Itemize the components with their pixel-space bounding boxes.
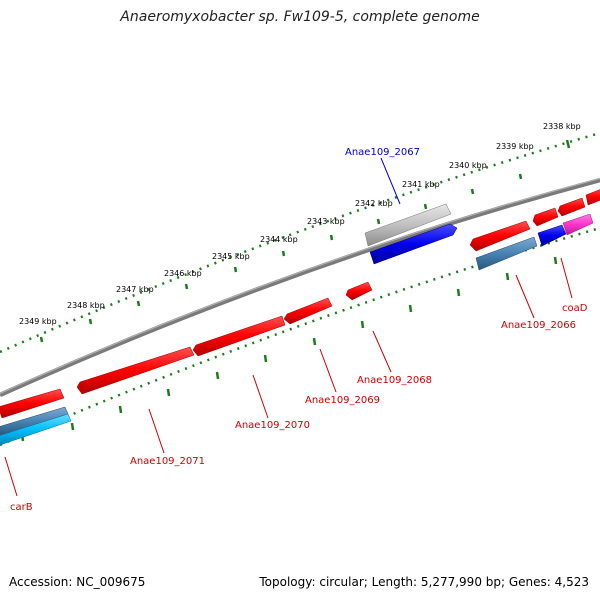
scale-label-2348: 2348 kbp (67, 301, 105, 310)
label-coaD: coaD (562, 303, 588, 314)
gene-carB-outer (0, 388, 65, 419)
genome-backbone (0, 177, 600, 398)
label-anae109-2069: Anae109_2069 (305, 395, 380, 406)
gene-outer-small-1 (532, 207, 559, 227)
label-anae109-2070: Anae109_2070 (235, 420, 310, 431)
label-anae109-2067: Anae109_2067 (345, 147, 420, 158)
scale-label-2344: 2344 kbp (260, 235, 298, 244)
label-carB: carB (10, 502, 33, 513)
accession-text: Accession: NC_009675 (9, 575, 146, 589)
gene-outer-small-3 (585, 189, 600, 206)
gene-labels: Anae109_2067 Anae109_2066 coaD Anae109_2… (10, 147, 588, 513)
scale-label-2338: 2338 kbp (543, 122, 581, 131)
leader-anae109-2071 (148, 408, 165, 454)
lower-tick-ring (0, 226, 600, 447)
scale-label-2341: 2341 kbp (402, 180, 440, 189)
leader-anae109-2068 (372, 330, 392, 373)
gene-anae109-2071 (76, 346, 195, 395)
leader-coaD (560, 257, 573, 299)
map-title: Anaeromyxobacter sp. Fw109-5, complete g… (120, 9, 480, 25)
scale-label-2345: 2345 kbp (212, 252, 250, 261)
leader-anae109-2067 (380, 157, 401, 205)
inner-genes (0, 213, 594, 446)
scale-label-2346: 2346 kbp (164, 269, 202, 278)
gene-inner-blue-small (537, 224, 567, 247)
scale-label-2342: 2342 kbp (355, 199, 393, 208)
gene-anae109-2066-outer (469, 220, 531, 252)
gene-anae109-2069 (283, 297, 333, 325)
gene-anae109-2067 (369, 223, 458, 265)
gene-anae109-2068 (345, 281, 373, 301)
leader-anae109-2066 (515, 274, 535, 319)
gene-outer-small-2 (557, 197, 586, 217)
gene-coaD (562, 213, 594, 236)
gene-anae109-2067-gray (364, 203, 452, 247)
scale-label-2343: 2343 kbp (307, 217, 345, 226)
label-anae109-2071: Anae109_2071 (130, 456, 205, 467)
outer-genes (0, 189, 600, 419)
leader-anae109-2070 (252, 374, 269, 419)
genome-backbone-highlight (0, 178, 600, 394)
upper-major-ticks (39, 139, 571, 343)
scale-label-2339: 2339 kbp (496, 142, 534, 151)
label-leaders (4, 157, 573, 497)
scale-label-2349: 2349 kbp (19, 317, 57, 326)
gene-anae109-2066 (475, 236, 538, 271)
scale-label-2347: 2347 kbp (116, 285, 154, 294)
leader-anae109-2069 (319, 348, 337, 393)
scale-label-2340: 2340 kbp (449, 161, 487, 170)
label-anae109-2066: Anae109_2066 (501, 320, 576, 331)
scale-labels: 2349 kbp 2348 kbp 2347 kbp 2346 kbp 2345… (19, 122, 581, 326)
leader-carB (4, 456, 18, 497)
label-anae109-2068: Anae109_2068 (357, 375, 432, 386)
gene-anae109-2070 (192, 315, 286, 357)
genome-summary-text: Topology: circular; Length: 5,277,990 bp… (259, 575, 589, 589)
gene-carB-cyan (0, 413, 72, 446)
